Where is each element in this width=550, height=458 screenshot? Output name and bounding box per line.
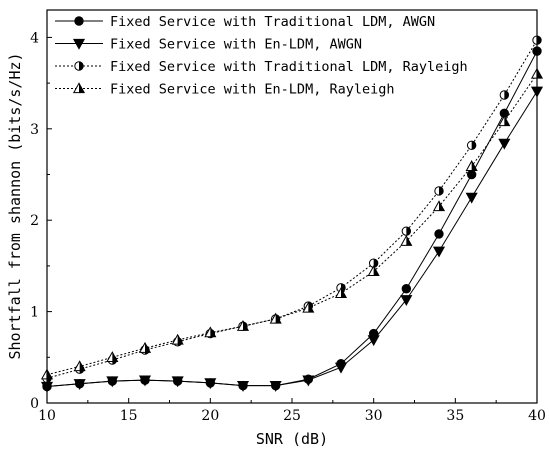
data-point <box>106 351 119 362</box>
data-point <box>434 186 444 196</box>
data-point <box>236 380 250 392</box>
data-point <box>171 333 184 345</box>
data-point <box>236 319 250 331</box>
data-point <box>367 335 380 347</box>
x-tick-label: 30 <box>365 408 383 424</box>
y-tick-label: 4 <box>30 30 39 46</box>
legend-marker <box>74 16 84 26</box>
data-point <box>499 90 510 100</box>
legend-marker <box>72 38 86 50</box>
x-tick-label: 10 <box>38 408 56 424</box>
legend-entry: Fixed Service with Traditional LDM, AWGN <box>55 14 435 30</box>
legend-marker <box>72 82 86 94</box>
series-4 <box>40 67 544 380</box>
data-point <box>466 140 477 150</box>
series-line <box>46 73 538 376</box>
series-layer <box>40 35 544 393</box>
data-point <box>334 362 348 374</box>
series-line <box>46 91 538 388</box>
data-point <box>401 226 412 236</box>
data-point <box>432 200 446 212</box>
data-point <box>302 375 315 387</box>
data-point <box>302 301 315 313</box>
x-axis-title: SNR (dB) <box>256 430 328 448</box>
y-tick-label: 3 <box>30 122 39 138</box>
data-point <box>401 284 412 294</box>
legend-label: Fixed Service with En-LDM, Rayleigh <box>110 82 394 98</box>
data-point <box>368 258 379 268</box>
data-point <box>73 360 86 372</box>
x-tick-label: 40 <box>528 408 546 424</box>
data-point <box>138 375 152 387</box>
plot-area <box>47 10 537 403</box>
y-tick-label: 2 <box>30 213 39 229</box>
data-point <box>204 378 217 390</box>
data-point <box>498 115 511 127</box>
legend-marker <box>74 61 84 71</box>
x-tick-label: 25 <box>283 408 301 424</box>
series-line <box>46 39 538 379</box>
legend-entry: Fixed Service with En-LDM, AWGN <box>55 37 362 53</box>
data-point <box>498 138 511 150</box>
x-tick-label: 15 <box>120 408 138 424</box>
data-point <box>269 380 282 392</box>
data-point <box>400 235 413 246</box>
data-point <box>465 160 478 171</box>
data-point <box>269 312 282 324</box>
data-point <box>138 341 152 353</box>
data-point <box>434 229 444 239</box>
data-point <box>367 265 380 277</box>
y-axis-title: Shortfall from shannon (bits/s/Hz) <box>6 52 24 359</box>
data-point <box>106 376 119 388</box>
data-point <box>204 326 217 338</box>
legend: Fixed Service with Traditional LDM, AWGN… <box>55 14 468 98</box>
axis-layer: 10 15 20 25 30 35 40 0 1 2 3 4 <box>30 30 546 424</box>
data-point <box>432 246 446 258</box>
legend-label: Fixed Service with Traditional LDM, Rayl… <box>110 59 468 75</box>
data-point <box>73 379 86 391</box>
y-tick-label: 0 <box>30 396 39 412</box>
legend-label: Fixed Service with En-LDM, AWGN <box>110 37 362 53</box>
data-point <box>466 169 477 180</box>
data-point <box>171 376 184 388</box>
data-point <box>400 295 413 306</box>
x-tick-label: 20 <box>201 408 219 424</box>
legend-entry: Fixed Service with Traditional LDM, Rayl… <box>55 59 468 75</box>
data-point <box>334 287 348 298</box>
x-tick-label: 35 <box>446 408 464 424</box>
y-tick-label: 1 <box>30 305 39 321</box>
data-point <box>465 192 478 204</box>
legend-label: Fixed Service with Traditional LDM, AWGN <box>110 14 435 30</box>
legend-entry: Fixed Service with En-LDM, Rayleigh <box>55 82 394 98</box>
plot-frame <box>46 9 538 404</box>
